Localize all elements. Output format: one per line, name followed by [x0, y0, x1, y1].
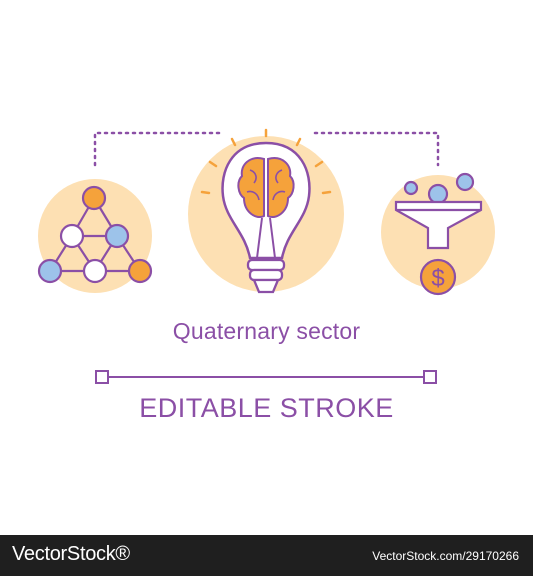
caption-title: Quaternary sector — [172, 318, 361, 344]
lightbulb-brain-icon — [188, 128, 344, 294]
footer-brand[interactable]: VectorStock® — [12, 543, 130, 565]
dotted-connector-left — [93, 131, 222, 167]
dotted-connector-right — [313, 131, 440, 167]
funnel-dollar-icon: $ — [381, 172, 495, 296]
caption-subtitle: EDITABLE STROKE — [139, 393, 394, 423]
network-icon — [37, 179, 153, 293]
footer-bar: VectorStock® VectorStock.com/29170266 — [0, 535, 533, 576]
editable-stroke-line — [95, 370, 437, 384]
quaternary-sector-illustration: $ — [37, 128, 495, 384]
footer-url[interactable]: VectorStock.com/29170266 — [372, 549, 519, 563]
dollar-sign: $ — [431, 265, 444, 292]
